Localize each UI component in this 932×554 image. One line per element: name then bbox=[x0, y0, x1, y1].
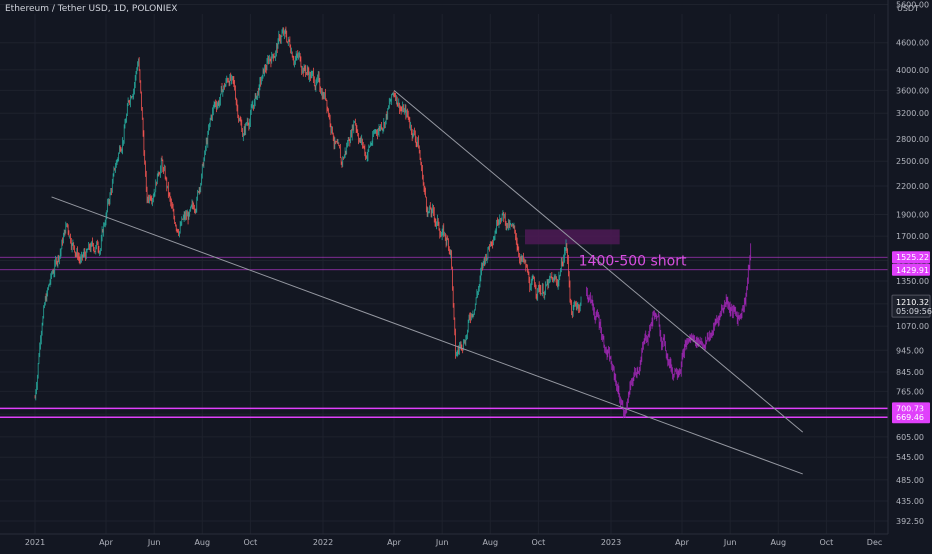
price-tick-label: 765.00 bbox=[896, 387, 924, 396]
price-tick-label: 2200.00 bbox=[896, 182, 929, 191]
resistance-zone bbox=[524, 229, 620, 245]
level-price-text: 700.73 bbox=[896, 404, 924, 413]
level-price-tag bbox=[892, 251, 930, 264]
price-tick-label: 5600.00 bbox=[896, 0, 929, 9]
time-tick-label: Dec bbox=[867, 538, 882, 547]
time-tick-label: Oct bbox=[531, 538, 545, 547]
time-tick-label: Oct bbox=[243, 538, 257, 547]
time-tick-label: Apr bbox=[99, 538, 114, 547]
countdown-text: 05:09:56 bbox=[896, 307, 932, 316]
annotation-text: 1400-500 short bbox=[579, 254, 687, 270]
price-tick-label: 545.00 bbox=[896, 453, 924, 462]
price-tick-label: 4000.00 bbox=[896, 66, 929, 75]
time-tick-label: Aug bbox=[194, 538, 210, 547]
price-tick-label: 435.00 bbox=[896, 497, 924, 506]
price-tick-label: 2800.00 bbox=[896, 135, 929, 144]
price-tick-label: 2500.00 bbox=[896, 157, 929, 166]
price-tick-label: 485.00 bbox=[896, 476, 924, 485]
level-price-text: 669.46 bbox=[896, 413, 924, 422]
time-tick-label: Jun bbox=[435, 538, 449, 547]
currency-label: USDT bbox=[897, 4, 919, 13]
time-tick-label: Aug bbox=[770, 538, 786, 547]
price-tick-label: 1700.00 bbox=[896, 232, 929, 241]
shaded-zone bbox=[524, 229, 620, 245]
current-price-tag bbox=[891, 294, 931, 318]
time-tick-label: Jun bbox=[723, 538, 737, 547]
time-tick-label: Jun bbox=[147, 538, 161, 547]
price-tick-label: 4600.00 bbox=[896, 39, 929, 48]
time-tick-label: Apr bbox=[675, 538, 690, 547]
time-axis-bg bbox=[0, 534, 932, 550]
time-tick-label: Aug bbox=[482, 538, 498, 547]
trendlines: 1400-500 short bbox=[51, 89, 804, 475]
time-tick-label: 2021 bbox=[25, 538, 45, 547]
price-tick-label: 3600.00 bbox=[896, 86, 929, 95]
trendline bbox=[51, 196, 803, 475]
price-tick-label: 1070.00 bbox=[896, 322, 929, 331]
level-price-text: 1429.91 bbox=[896, 266, 929, 275]
level-price-tag bbox=[892, 411, 930, 424]
current-price-text: 1210.32 bbox=[896, 298, 929, 307]
price-tick-label: 605.00 bbox=[896, 433, 924, 442]
price-tick-label: 392.50 bbox=[896, 517, 924, 526]
time-tick-label: 2023 bbox=[601, 538, 621, 547]
price-tick-label: 845.00 bbox=[896, 368, 924, 377]
time-tick-label: Apr bbox=[387, 538, 402, 547]
time-tick-label: Oct bbox=[819, 538, 833, 547]
candles bbox=[34, 26, 752, 419]
price-tick-label: 3200.00 bbox=[896, 109, 929, 118]
level-price-text: 1525.22 bbox=[896, 253, 929, 262]
chart-title: Ethereum / Tether USD, 1D, POLONIEX bbox=[5, 4, 178, 14]
grid bbox=[0, 3, 888, 534]
time-axis[interactable]: 2021 Apr Jun Aug Oct 2022 Apr Jun Aug Oct 2023 Apr J… bbox=[0, 533, 932, 550]
horizontal-levels bbox=[0, 256, 888, 419]
trendline bbox=[393, 89, 804, 433]
price-tick-label: 945.00 bbox=[896, 346, 924, 355]
level-price-tag bbox=[892, 263, 930, 276]
time-tick-label: 2022 bbox=[313, 538, 333, 547]
price-tick-label: 1350.00 bbox=[896, 277, 929, 286]
price-tick-label: 1900.00 bbox=[896, 211, 929, 220]
